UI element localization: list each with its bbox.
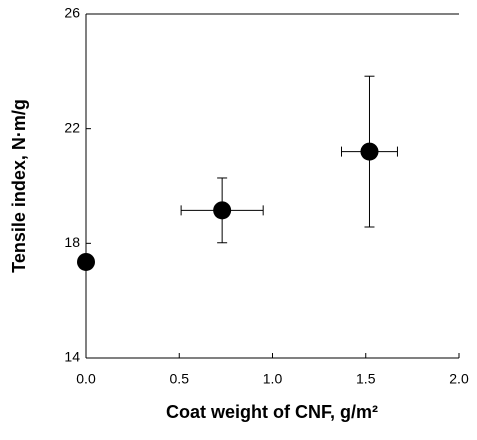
y-tick-label: 14 bbox=[64, 349, 80, 365]
x-tick-label: 0.0 bbox=[76, 371, 96, 387]
point bbox=[77, 252, 95, 271]
x-axis-label: Coat weight of CNF, g/m² bbox=[166, 402, 378, 422]
y-tick-label: 18 bbox=[64, 234, 80, 250]
x-tick-label: 1.0 bbox=[263, 371, 283, 387]
point bbox=[213, 201, 232, 220]
point bbox=[360, 142, 379, 161]
x-tick-label: 0.5 bbox=[170, 371, 190, 387]
y-tick-label: 22 bbox=[64, 119, 80, 135]
x-tick-label: 1.5 bbox=[356, 371, 376, 387]
y-axis-label: Tensile index, N·m/g bbox=[9, 99, 29, 273]
x-tick-label: 2.0 bbox=[449, 371, 469, 387]
y-tick-label: 26 bbox=[64, 5, 80, 21]
